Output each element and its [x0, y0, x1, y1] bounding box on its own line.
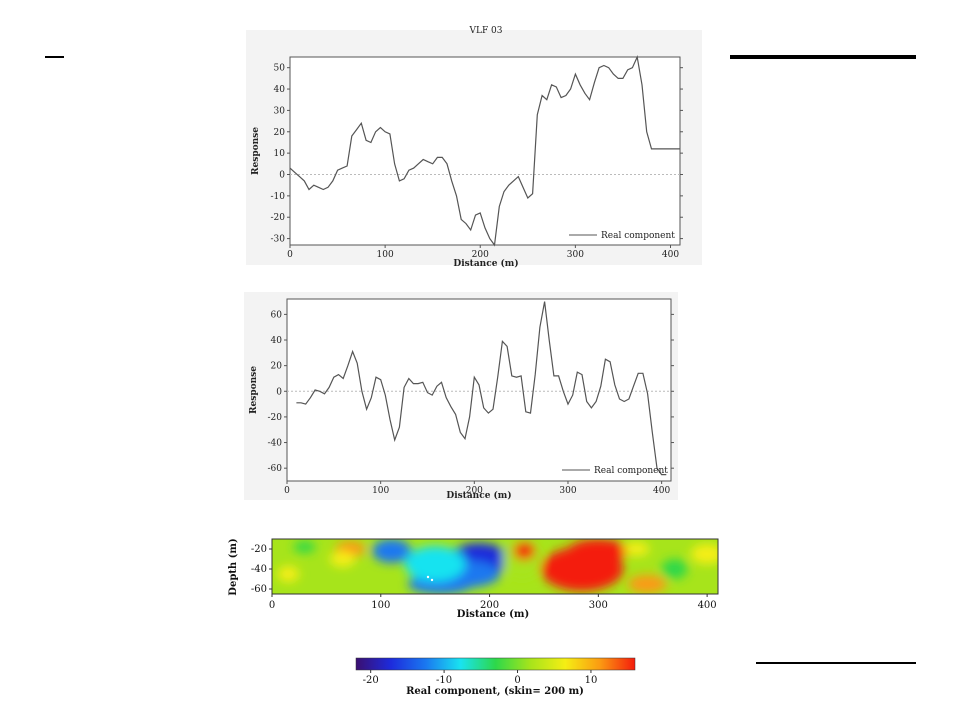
- chart2-y-tick-label: 0: [276, 387, 282, 397]
- chart1-y-tick-label: 10: [274, 149, 286, 159]
- chart2-y-tick-label: 20: [271, 362, 283, 372]
- colorbar-tick-label: -20: [363, 675, 379, 686]
- pseudo-section-anomaly: [372, 539, 412, 563]
- pseudo-section-x-axis-title: Distance (m): [457, 609, 529, 620]
- pseudo-section-anomaly: [329, 551, 356, 567]
- pseudo-section-anomaly: [277, 566, 300, 582]
- colorbar-tick-label: -10: [436, 675, 452, 686]
- pseudo-section-x-tick-label: 300: [589, 600, 608, 611]
- chart2-x-tick-label: 100: [372, 486, 389, 496]
- chart1-y-tick-label: -10: [271, 192, 286, 202]
- chart2-y-axis-title: Response: [249, 366, 259, 414]
- pseudo-section-x-tick-label: 400: [698, 600, 717, 611]
- chart1-y-tick-label: 20: [274, 128, 286, 138]
- chart1-x-tick-label: 200: [472, 250, 489, 260]
- vlf-profile-chart-1: VLF 03 -30 -20 -10 0 10 20 30 40 50 0 100 200 300 40…: [246, 26, 702, 269]
- colorbar: [355, 657, 636, 671]
- pseudo-section-x-tick-label: 0: [269, 600, 275, 611]
- chart1-x-axis-title: Distance (m): [453, 258, 518, 269]
- chart1-x-tick-label: 400: [662, 250, 679, 260]
- chart2-x-tick-label: 300: [559, 486, 576, 496]
- chart2-plot-area: [286, 298, 672, 482]
- chart1-y-tick-label: 0: [279, 171, 285, 181]
- pseudo-section-x-tick-label: 100: [371, 600, 390, 611]
- chart2-legend-label: Real component: [594, 466, 668, 476]
- top-left-rule: [45, 56, 64, 58]
- chart1-x-tick-label: 0: [287, 250, 293, 260]
- chart1-x-tick-label: 300: [567, 250, 584, 260]
- vlf-profile-chart-2: -60 -40 -20 0 20 40 60 0 100 200 300 400 Distance …: [244, 292, 678, 501]
- pseudo-section-anomaly: [293, 541, 316, 553]
- chart1-plot-area: [289, 56, 681, 246]
- chart1-y-axis-title: Response: [251, 127, 261, 175]
- colorbar-tick-label: 0: [514, 675, 520, 686]
- pseudo-section-frame: [271, 538, 719, 595]
- pseudo-section-y-tick-label: -20: [251, 544, 267, 555]
- chart1-x-tick-label: 100: [377, 250, 394, 260]
- chart1-title: VLF 03: [468, 26, 502, 36]
- chart2-x-tick-label: 400: [653, 486, 670, 496]
- chart2-y-tick-label: 40: [271, 336, 283, 346]
- chart1-series-line: [289, 54, 680, 247]
- chart2-y-tick-label: -20: [268, 413, 283, 423]
- chart2-y-tick-label: -60: [268, 464, 283, 474]
- pseudo-section-anomaly: [567, 539, 629, 563]
- pseudo-section-marker: [426, 575, 430, 579]
- chart1-y-tick-label: 50: [274, 64, 286, 74]
- pseudo-section-y-tick-label: -40: [251, 564, 267, 575]
- chart1-y-tick-label: 30: [274, 106, 286, 116]
- pseudo-section-x-tick-label: 200: [480, 600, 499, 611]
- bottom-right-rule: [756, 662, 916, 664]
- colorbar-label: Real component, (skin= 200 m): [406, 686, 584, 697]
- chart2-x-axis-title: Distance (m): [446, 490, 511, 501]
- chart1-y-tick-label: 40: [274, 85, 286, 95]
- chart2-y-tick-label: 60: [271, 310, 283, 320]
- pseudo-section-anomaly: [404, 546, 466, 582]
- pseudo-section-anomaly: [513, 542, 536, 560]
- pseudo-section-y-axis-title: Depth (m): [228, 538, 239, 595]
- chart2-series-line: [296, 301, 667, 476]
- pseudo-section-marker: [430, 578, 434, 582]
- pseudo-section-anomaly: [627, 575, 667, 593]
- chart1-y-tick-label: -20: [271, 213, 286, 223]
- top-right-rule: [730, 55, 916, 59]
- chart2-y-tick-label: -40: [268, 439, 283, 449]
- chart1-y-tick-label: -30: [271, 235, 286, 245]
- pseudo-section-anomaly: [690, 544, 718, 564]
- pseudo-section-chart: -20-40-60 0 100 200 300 400 Distance (m) Dep…: [228, 538, 719, 697]
- chart2-x-tick-label: 0: [284, 486, 290, 496]
- chart1-legend-label: Real component: [601, 231, 675, 241]
- colorbar-tick-label: 10: [585, 675, 598, 686]
- pseudo-section-anomaly: [623, 542, 650, 556]
- pseudo-section-y-tick-label: -60: [251, 584, 267, 595]
- pseudo-section-anomaly: [661, 559, 688, 579]
- chart2-x-tick-label: 200: [466, 486, 483, 496]
